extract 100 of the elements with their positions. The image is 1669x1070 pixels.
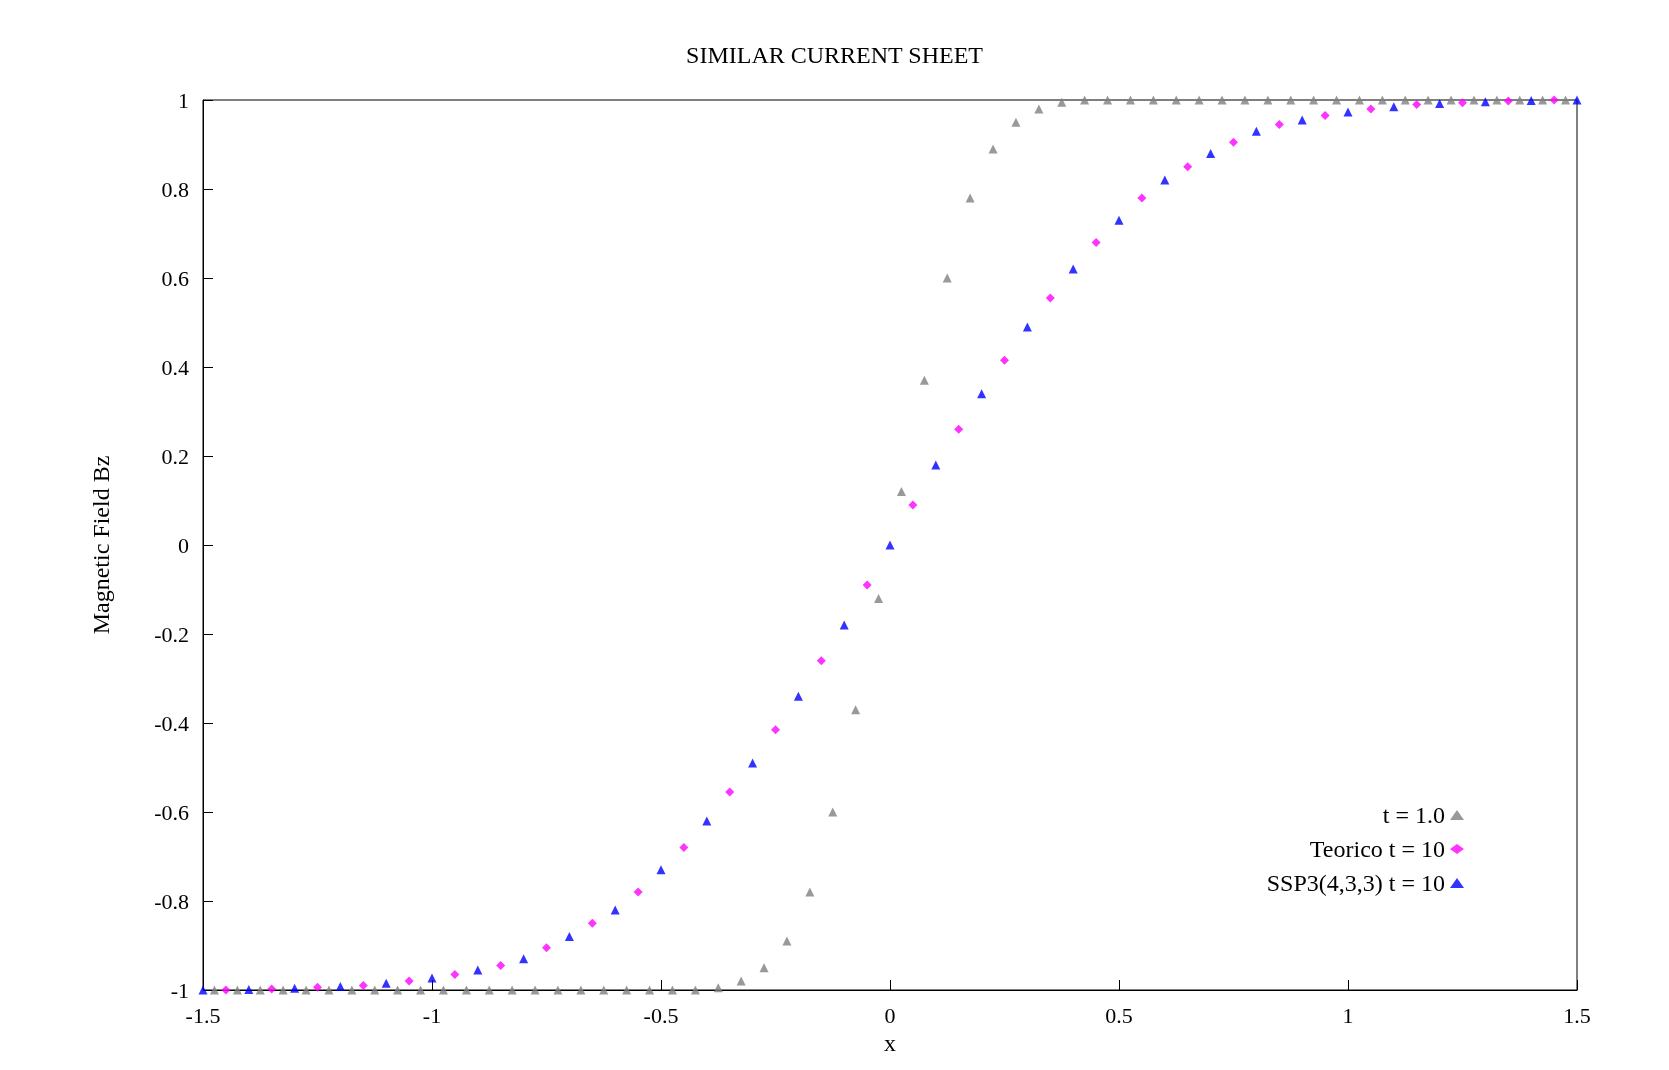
point xyxy=(633,887,643,897)
point xyxy=(874,593,884,603)
point xyxy=(484,985,494,995)
point xyxy=(1377,95,1387,105)
y-tick-label: -0.6 xyxy=(154,799,189,825)
point xyxy=(1137,193,1147,203)
x-tick-label: -0.5 xyxy=(643,1002,679,1028)
point xyxy=(587,918,597,928)
point xyxy=(1194,95,1204,105)
y-tick-label: 0.4 xyxy=(161,354,189,380)
point xyxy=(1251,126,1261,136)
point xyxy=(851,705,861,715)
point xyxy=(1125,95,1135,105)
point xyxy=(1332,95,1342,105)
point xyxy=(404,976,414,986)
point xyxy=(530,985,540,995)
point xyxy=(1160,175,1170,185)
point xyxy=(622,985,632,995)
point xyxy=(542,943,551,953)
point xyxy=(1240,95,1250,105)
point xyxy=(805,887,815,897)
point xyxy=(1435,99,1445,109)
point xyxy=(427,973,437,983)
x-tick-label: 1 xyxy=(1342,1002,1354,1028)
point xyxy=(667,985,677,995)
point xyxy=(450,969,460,979)
point xyxy=(645,985,655,995)
point xyxy=(954,424,964,434)
point xyxy=(1354,95,1364,105)
point xyxy=(1297,115,1307,125)
y-tick-label: 0.2 xyxy=(161,443,189,469)
point xyxy=(290,983,300,993)
point xyxy=(416,985,426,995)
point xyxy=(1526,95,1536,105)
point xyxy=(1561,95,1571,105)
point xyxy=(1492,95,1502,105)
point xyxy=(576,985,586,995)
point xyxy=(977,389,987,399)
point xyxy=(1423,95,1433,105)
y-tick-label: -1 xyxy=(170,977,189,1003)
point xyxy=(1572,95,1582,105)
y-tick-label: 1 xyxy=(178,87,189,113)
point xyxy=(1446,95,1456,105)
point xyxy=(393,985,403,995)
point xyxy=(1103,95,1113,105)
point xyxy=(885,540,895,550)
point xyxy=(1080,95,1090,105)
point xyxy=(313,982,322,992)
point xyxy=(1045,293,1055,303)
legend-label: t = 1.0 xyxy=(1382,802,1445,828)
point xyxy=(209,985,219,995)
point xyxy=(725,787,735,797)
point xyxy=(690,985,700,995)
y-tick-label: 0.8 xyxy=(161,176,189,202)
point xyxy=(1206,148,1216,158)
point xyxy=(335,981,345,991)
point xyxy=(381,978,391,988)
point xyxy=(599,985,609,995)
point xyxy=(1458,98,1467,108)
point xyxy=(736,976,746,986)
point xyxy=(1000,355,1009,365)
point xyxy=(1549,95,1559,105)
point xyxy=(793,691,803,701)
point xyxy=(564,932,574,942)
point xyxy=(507,985,517,995)
point xyxy=(1366,104,1376,114)
point xyxy=(919,375,929,385)
point xyxy=(358,981,368,991)
point xyxy=(828,807,838,817)
point xyxy=(1469,95,1479,105)
point xyxy=(198,985,208,995)
point xyxy=(816,656,826,666)
point xyxy=(1503,96,1513,106)
point xyxy=(1412,99,1422,109)
point xyxy=(1286,95,1296,105)
point xyxy=(771,725,780,735)
point xyxy=(1263,95,1273,105)
point xyxy=(1343,107,1353,117)
point xyxy=(255,985,265,995)
x-axis-title: x xyxy=(884,1029,896,1056)
point xyxy=(1183,162,1193,172)
point xyxy=(278,985,288,995)
point xyxy=(782,936,792,946)
point xyxy=(267,984,277,994)
legend-label: Teorico t = 10 xyxy=(1309,836,1445,862)
y-tick-label: -0.8 xyxy=(154,888,189,914)
x-tick-label: 1.5 xyxy=(1563,1002,1591,1028)
point xyxy=(370,985,380,995)
point xyxy=(1057,97,1067,107)
x-tick-label: -1.5 xyxy=(185,1002,221,1028)
legend-label: SSP3(4,3,3) t = 10 xyxy=(1266,870,1445,896)
y-tick-label: -0.4 xyxy=(154,710,189,736)
point xyxy=(1114,215,1124,225)
point xyxy=(656,865,666,875)
point xyxy=(942,273,952,283)
y-axis-title: Magnetic Field Bz xyxy=(88,455,114,635)
point xyxy=(244,985,254,995)
point xyxy=(1309,95,1319,105)
y-tick-label: -0.2 xyxy=(154,621,189,647)
point xyxy=(496,961,506,971)
